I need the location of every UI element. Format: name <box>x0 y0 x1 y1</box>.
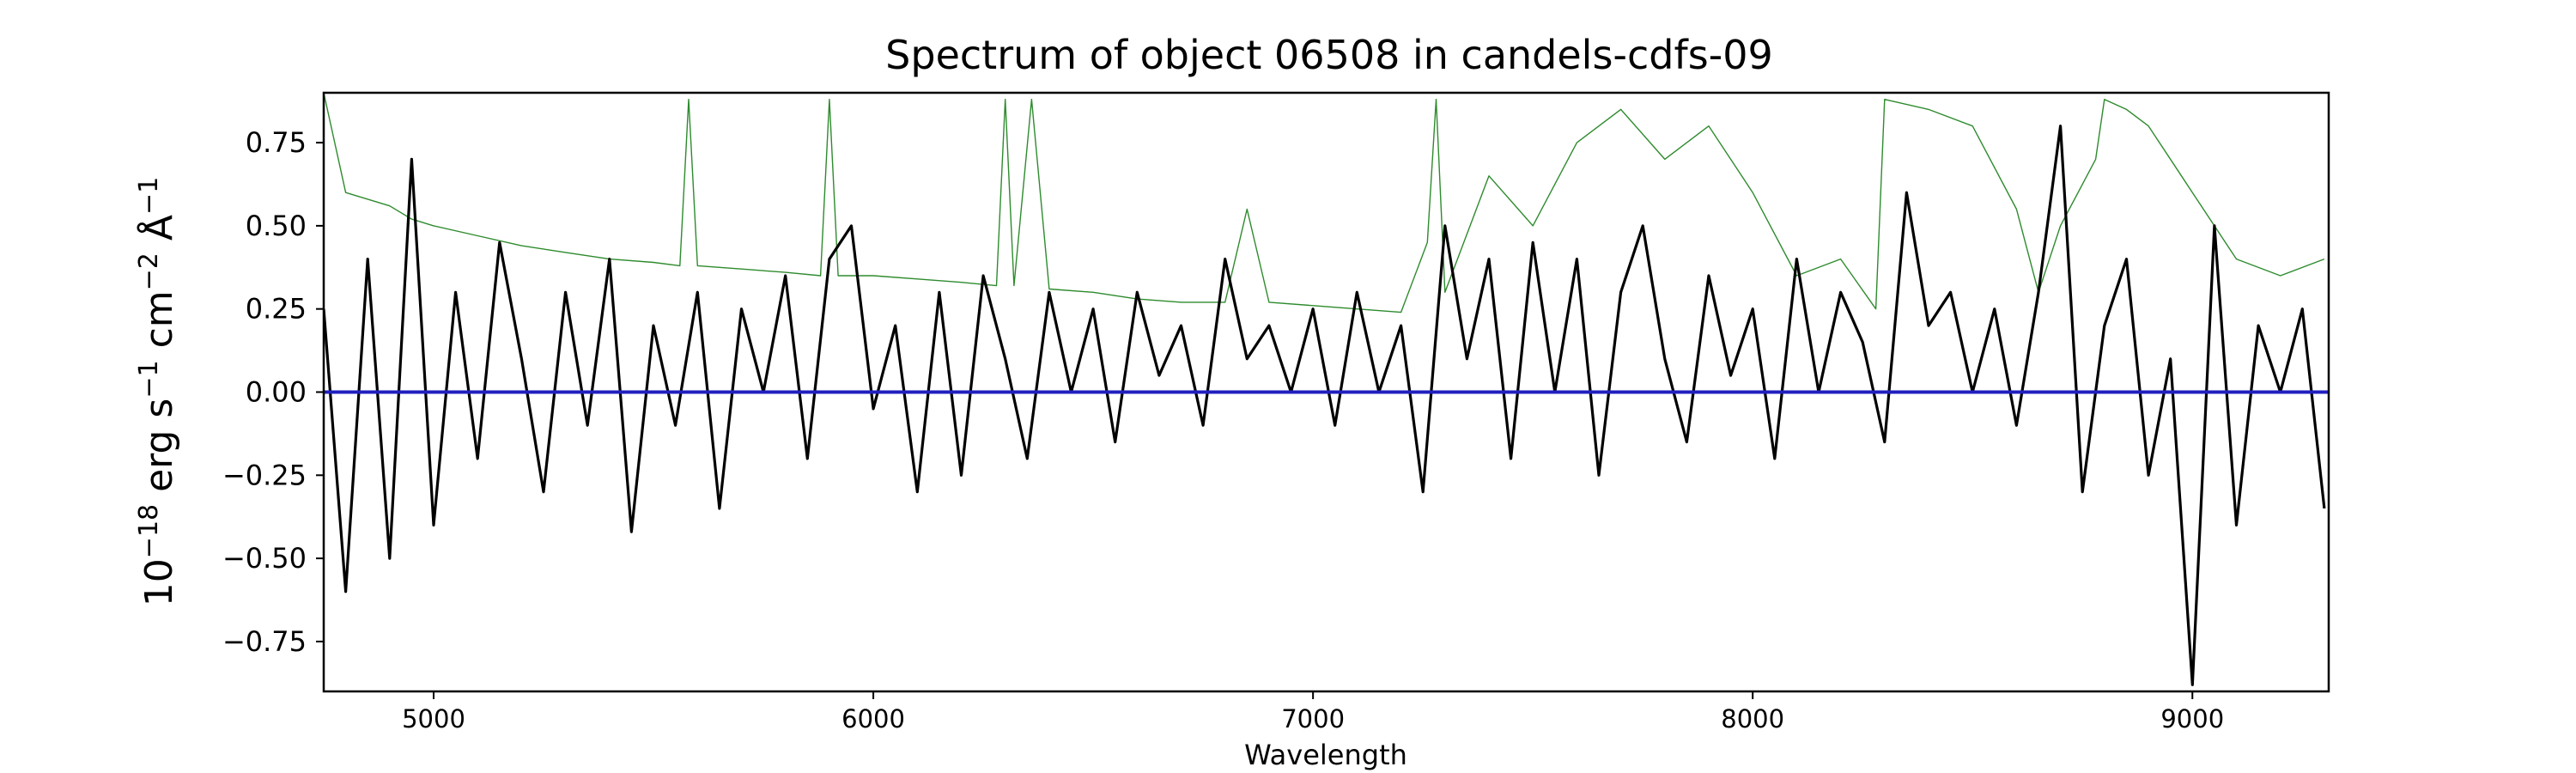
y-tick-label: 0.75 <box>246 126 307 159</box>
error-spectrum-layer <box>324 93 2325 313</box>
x-tick-label: 9000 <box>2160 704 2224 733</box>
y-tick-label: 0.00 <box>246 376 307 409</box>
y-tick-label: −0.75 <box>222 625 307 658</box>
y-axis-ticks: −0.75 −0.50 −0.25 0.00 0.25 0.50 0.75 <box>222 126 324 658</box>
flux-spectrum-layer <box>324 125 2326 686</box>
y-tick-label: 0.50 <box>246 210 307 242</box>
x-axis-ticks: 5000 6000 7000 8000 9000 <box>402 691 2224 733</box>
y-axis-label: 10−18 erg s−1 cm−2 Å−1 <box>134 177 181 606</box>
x-tick-label: 8000 <box>1721 704 1784 733</box>
x-tick-label: 6000 <box>841 704 905 733</box>
y-tick-label: 0.25 <box>246 293 307 326</box>
error-spectrum-line <box>324 93 2325 313</box>
y-tick-label: −0.25 <box>222 459 307 491</box>
chart-title: Spectrum of object 06508 in candels-cdfs… <box>885 32 1773 78</box>
x-tick-label: 7000 <box>1281 704 1345 733</box>
x-axis-label: Wavelength <box>1244 739 1407 771</box>
x-tick-label: 5000 <box>402 704 465 733</box>
flux-spectrum-line <box>324 125 2326 686</box>
y-tick-label: −0.50 <box>222 542 307 575</box>
